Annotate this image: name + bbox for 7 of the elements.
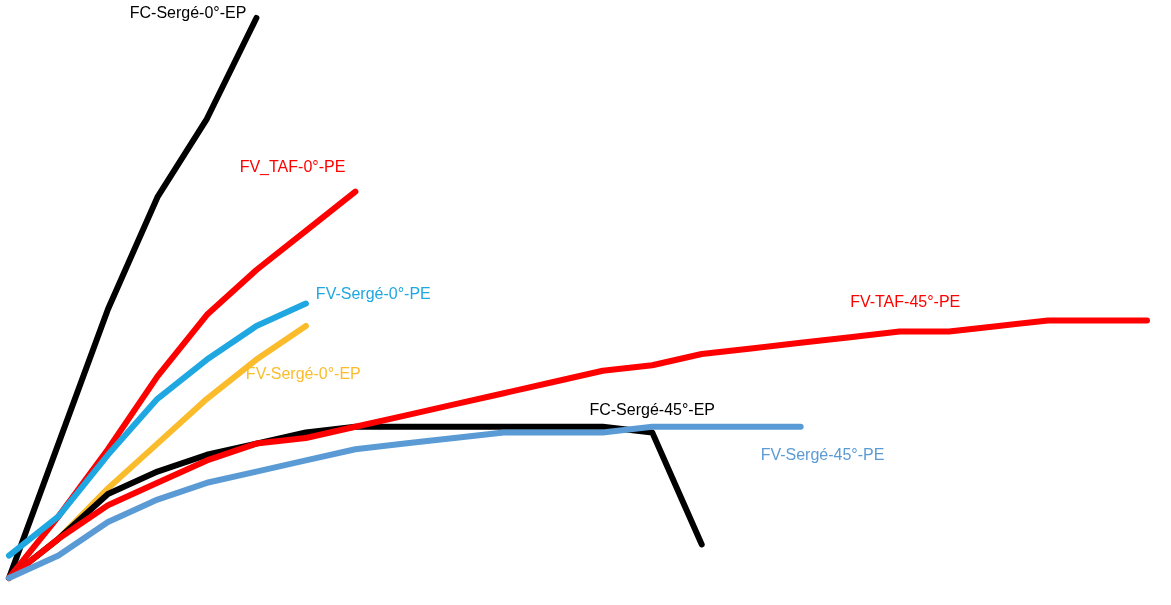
series-label: FV-Sergé-45°-PE (760, 445, 885, 463)
series-label: FV-TAF-45°-PE (850, 293, 961, 311)
series-label: FC-Sergé-0°-EP (129, 4, 247, 21)
series-label: FV-Sergé-0°-EP (245, 365, 361, 382)
series-label: FC-Sergé-45°-EP (589, 401, 715, 419)
series-label: FV-Sergé-0°-PE (315, 284, 431, 302)
series-label: FV_TAF-0°-PE (239, 157, 346, 176)
